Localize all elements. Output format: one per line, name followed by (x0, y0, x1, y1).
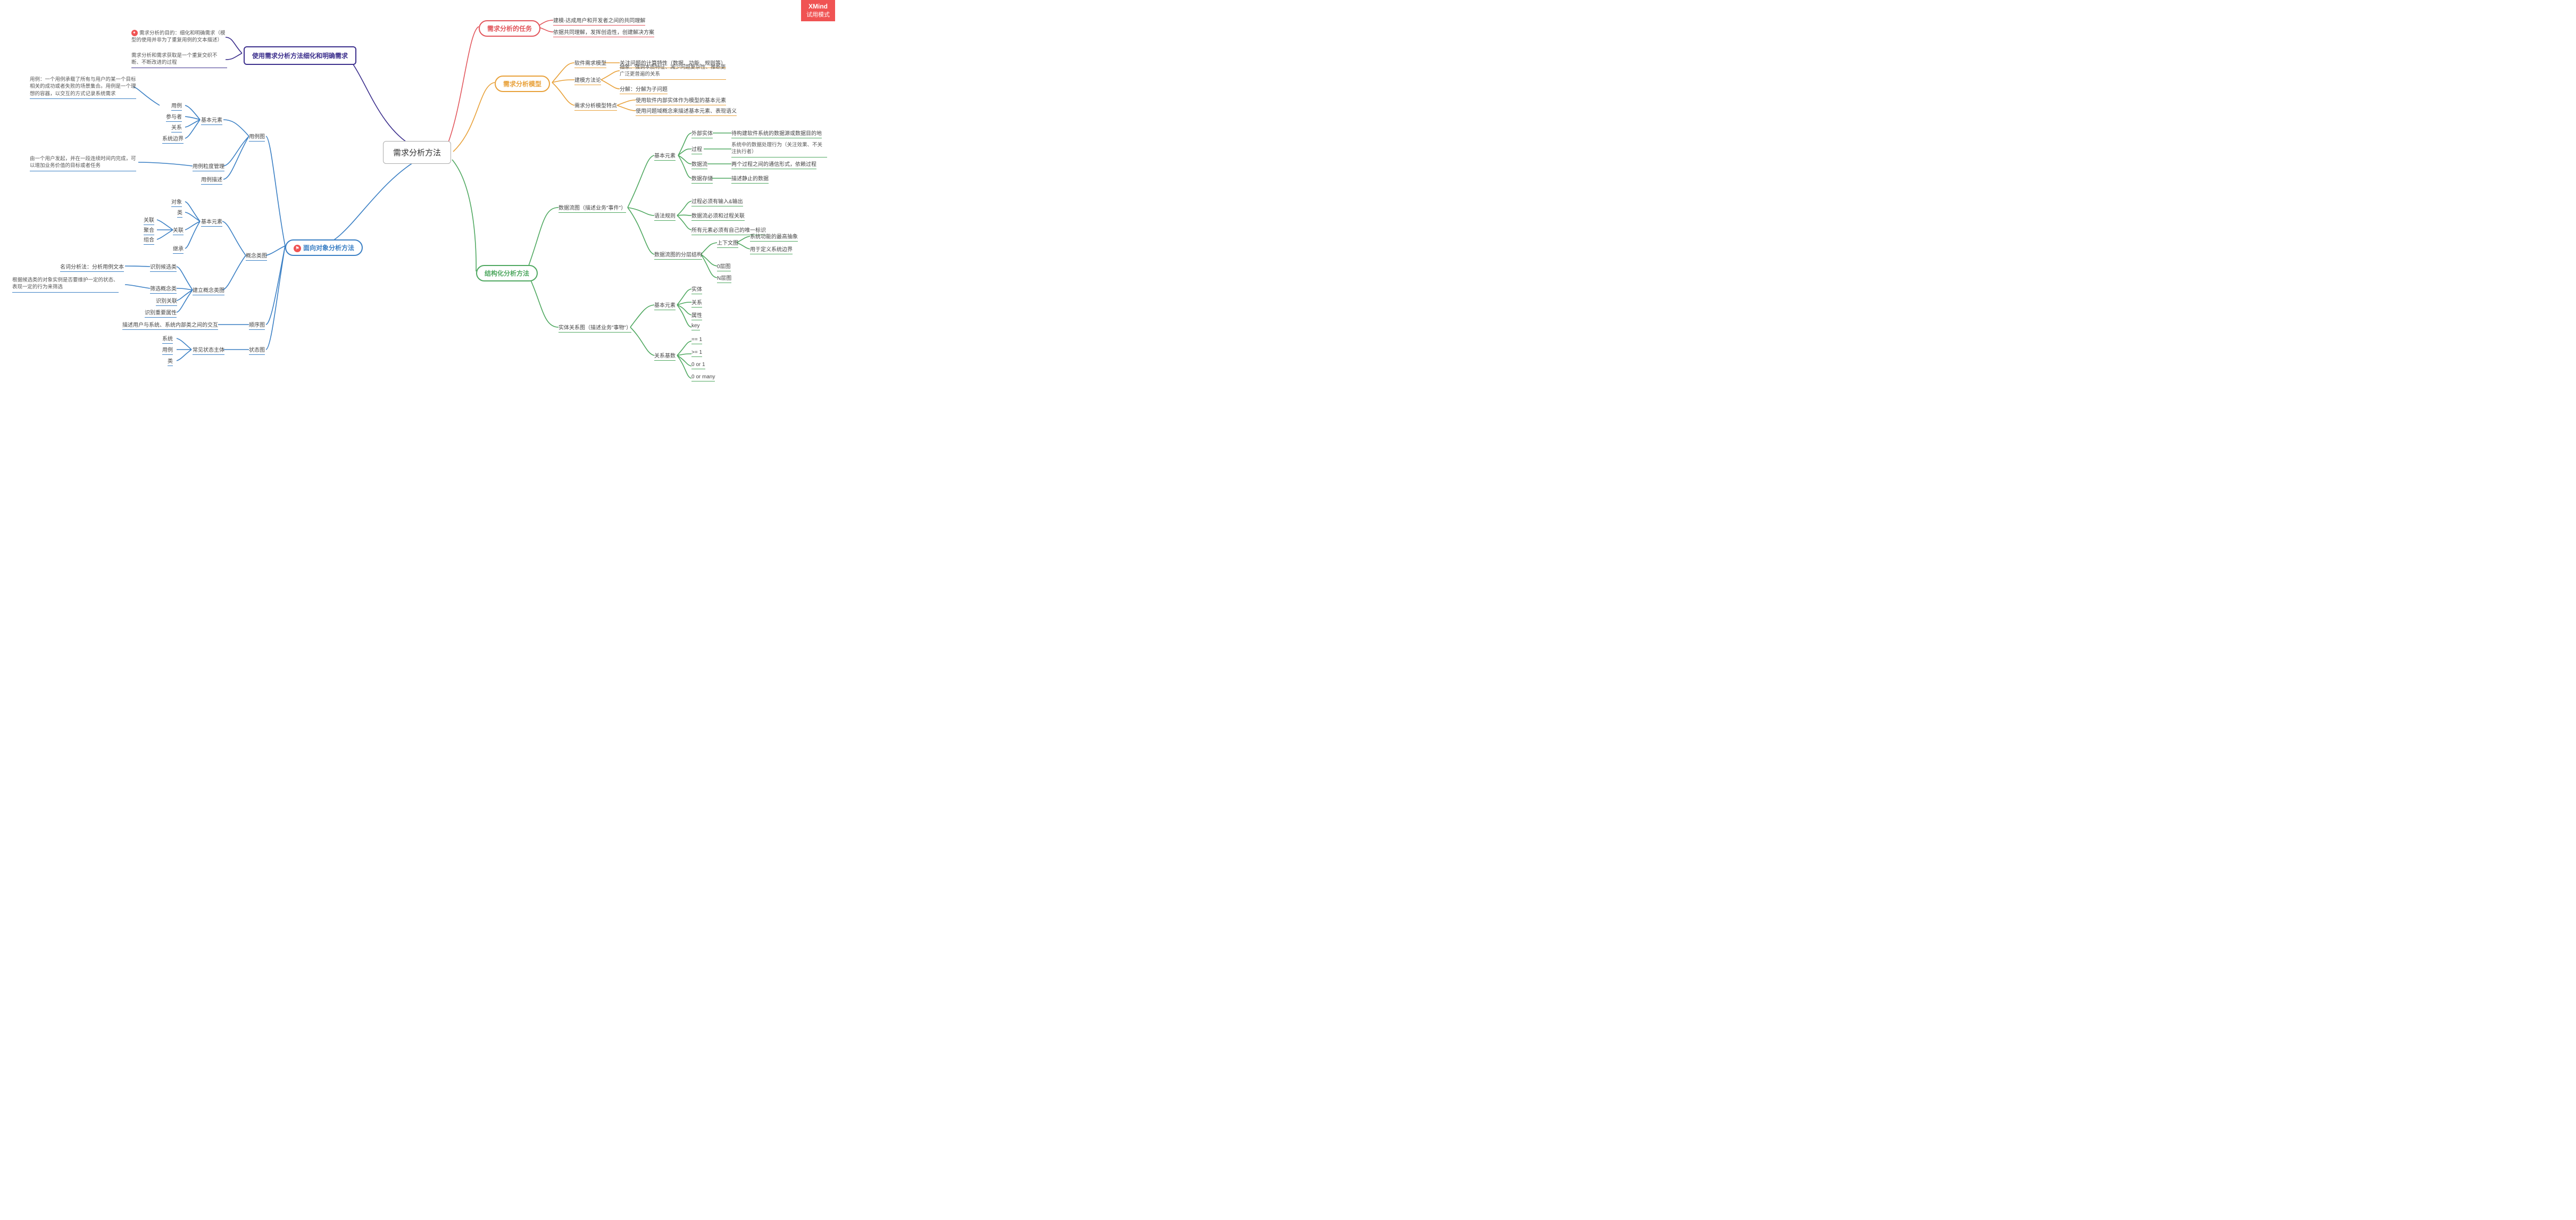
model-i3-d1: 使用软件内部实体作为模型的基本元素 (636, 96, 726, 105)
dfd-b1d: 系统中的数据处理行为（关注效果、不关注执行者） (731, 142, 827, 157)
erd-basic: 基本元素 (654, 301, 676, 310)
ctx: 上下文图 (717, 238, 738, 248)
st1: 用例 (162, 345, 173, 355)
model-i2-d2: 分解：分解为子问题 (620, 85, 668, 94)
erd-card: 关系基数 (654, 351, 676, 361)
c0: == 1 (691, 337, 702, 344)
ccb1: 类 (177, 208, 182, 218)
uc-desc: 用例描述 (201, 175, 222, 185)
st0: 系统 (162, 334, 173, 344)
l0: 0层图 (717, 262, 731, 271)
uc-gran: 用例粒度管理 (193, 162, 224, 171)
ln: N层图 (717, 273, 731, 283)
ccb0: 对象 (171, 197, 182, 207)
concept: 概念类图 (246, 251, 267, 261)
c3: 0 or many (691, 374, 715, 381)
dfd-b2: 数据流 (691, 160, 707, 169)
model-i3-d2: 使用问题域概念来描述基本元素、表现语义 (636, 106, 737, 116)
as1: 聚合 (144, 226, 154, 235)
dfd-layer: 数据流图的分层结构 (654, 250, 702, 260)
eb1: 关系 (691, 298, 702, 308)
cb2: 识别关联 (156, 296, 177, 306)
model-i2-d1: 抽象：强调本质特征、减少问题复杂性、推断更广泛更普遍的关系 (620, 64, 726, 80)
model-i2: 建模方法论 (574, 76, 601, 85)
dfd-b3d: 描述静止的数据 (731, 174, 769, 184)
seq: 顺序图 (249, 320, 265, 330)
refine-note1: 需求分析的目的：细化和明确需求（模型的使用并非为了重复用例的文本描述） (131, 30, 227, 44)
dfd-b0d: 待构建软件系统的数据源或数据目的地 (731, 129, 822, 138)
uc-def: 用例：一个用例承载了所有与用户的某一个目标相关的成功或者失败的场景集合。用例是一… (30, 76, 136, 99)
state-sub: 常见状态主体 (193, 345, 224, 355)
uc-gran-d: 由一个用户发起，并在一段连续时间内完成，可以增加业务价值的目标或者任务 (30, 155, 136, 171)
dfd-syntax: 语法规则 (654, 211, 676, 221)
flag-icon: ⚑ (294, 245, 301, 252)
eb3: key (691, 323, 700, 330)
usecase: 用例图 (249, 132, 265, 142)
watermark-title: XMind (806, 3, 830, 11)
branch-struct[interactable]: 结构化分析方法 (476, 265, 538, 281)
dfd-b1: 过程 (691, 145, 702, 154)
branch-task[interactable]: 需求分析的任务 (479, 20, 540, 37)
ucb2: 关系 (171, 123, 182, 132)
task-item-1: 依据共同理解，发挥创造性，创建解决方案 (553, 28, 654, 37)
cb1: 筛选概念类 (150, 284, 177, 294)
xmind-watermark: XMind 试用模式 (801, 0, 835, 21)
cc-basic: 基本元素 (201, 217, 222, 227)
branch-refine[interactable]: 使用需求分析方法细化和明确需求 (244, 46, 356, 65)
eb2: 属性 (691, 311, 702, 320)
dfd-b2d: 两个过程之间的通信形式，依赖过程 (731, 160, 816, 169)
model-i3: 需求分析模型特点 (574, 101, 617, 111)
branch-model[interactable]: 需求分析模型 (495, 76, 550, 92)
as2: 组合 (144, 235, 154, 245)
eb0: 实体 (691, 285, 702, 294)
syn1: 数据流必须和过程关联 (691, 211, 745, 221)
cb3: 识别重要属性 (145, 308, 177, 318)
ctx-d1: 系统功能的最高抽象 (750, 232, 798, 242)
cc-build: 建立概念类图 (193, 286, 224, 295)
task-item-0: 建模-达成用户和开发者之间的共同理解 (553, 16, 645, 26)
c1: >= 1 (691, 350, 702, 357)
c2: 0 or 1 (691, 362, 705, 369)
star-icon (131, 30, 138, 36)
branch-oo[interactable]: ⚑面向对象分析方法 (285, 239, 363, 256)
cb0: 识别候选类 (150, 262, 177, 272)
state: 状态图 (249, 345, 265, 355)
ctx-d2: 用于定义系统边界 (750, 245, 793, 254)
watermark-sub: 试用模式 (806, 11, 830, 19)
dfd-basic: 基本元素 (654, 151, 676, 161)
uc-basic: 基本元素 (201, 115, 222, 125)
model-i1: 软件需求模型 (574, 59, 606, 68)
ucb0: 用例 (171, 101, 182, 111)
dfd-b3: 数据存储 (691, 174, 713, 184)
dfd-b0: 外部实体 (691, 129, 713, 138)
refine-note2: 需求分析和需求获取是一个重复交织不断、不断改进的过程 (131, 52, 227, 68)
cc-assoc: 关联 (173, 226, 184, 235)
cb1d: 根据候选类的对象实例是否要维护一定的状态、表现一定的行为来筛选 (12, 277, 119, 293)
ccb3: 继承 (173, 244, 184, 254)
syn0: 过程必须有输入&输出 (691, 197, 743, 206)
st2: 类 (168, 356, 173, 366)
as0: 关联 (144, 215, 154, 225)
erd-title: 实体关系图（描述业务"事物"） (558, 323, 631, 333)
cb0d: 名词分析法：分析用例文本 (60, 262, 124, 272)
dfd-title: 数据流图（描述业务"事件"） (558, 203, 626, 213)
root-node[interactable]: 需求分析方法 (383, 141, 451, 164)
ucb1: 参与者 (166, 112, 182, 122)
seq-d: 描述用户与系统、系统内部类之间的交互 (122, 320, 218, 330)
ucb3: 系统边界 (162, 134, 184, 144)
